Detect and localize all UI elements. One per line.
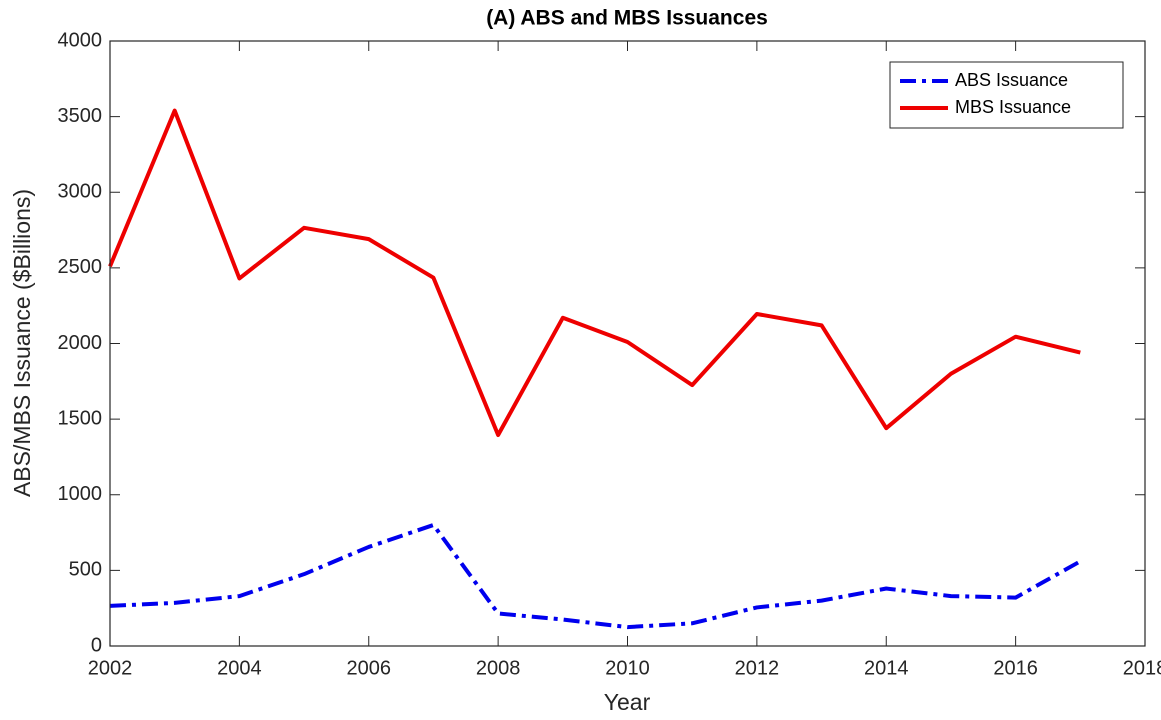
y-tick-label: 3500 (58, 105, 103, 127)
y-tick-label: 0 (91, 634, 102, 656)
x-tick-label: 2010 (605, 657, 650, 679)
x-axis-label: Year (604, 689, 651, 715)
x-tick-label: 2002 (88, 657, 133, 679)
legend-box (889, 61, 1124, 129)
chart-title: (A) ABS and MBS Issuances (486, 7, 768, 30)
legend-label: MBS Issuance (955, 97, 1071, 117)
y-tick-label: 500 (69, 559, 102, 581)
x-tick-label: 2016 (993, 657, 1038, 679)
x-tick-label: 2006 (347, 657, 392, 679)
y-tick-label: 4000 (58, 29, 103, 51)
series-line (108, 108, 1081, 438)
y-tick-label: 2500 (58, 256, 103, 278)
series-line (109, 523, 1082, 630)
x-tick-label: 2012 (735, 657, 780, 679)
legend-label: ABS Issuance (955, 70, 1068, 90)
y-tick-label: 1500 (58, 407, 103, 429)
x-tick-label: 2014 (864, 657, 909, 679)
x-tick-label: 2008 (476, 657, 521, 679)
plot-frame (109, 40, 1146, 647)
x-tick-label: 2018 (1123, 657, 1161, 679)
y-tick-label: 3000 (58, 181, 103, 203)
y-tick-label: 2000 (58, 332, 103, 354)
y-axis-label: ABS/MBS Issuance ($Billions) (9, 189, 35, 497)
y-tick-label: 1000 (58, 483, 103, 505)
x-tick-label: 2004 (217, 657, 262, 679)
